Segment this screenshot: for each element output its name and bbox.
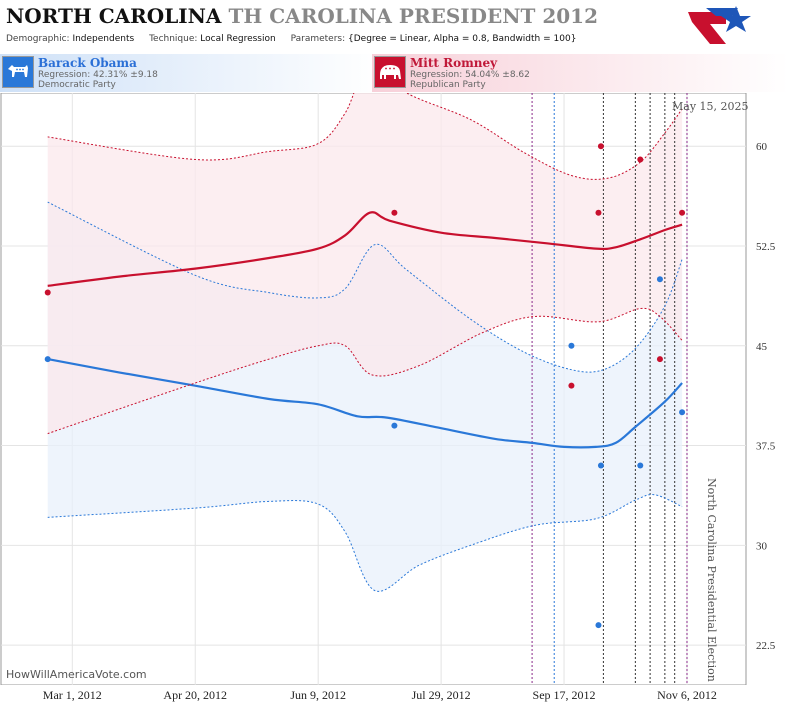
rep-poll-point[interactable]: [44, 289, 51, 296]
election-label: North Carolina Presidential Election: [705, 478, 718, 682]
rep-poll-point[interactable]: [595, 209, 602, 216]
plot-frame: [0, 93, 747, 685]
page-title: NORTH CAROLINA TH CAROLINA PRESIDENT 201…: [6, 4, 598, 28]
rep-poll-point[interactable]: [568, 382, 575, 389]
candidate-rep[interactable]: Mitt Romney Regression: 54.04% ±8.62 Rep…: [372, 54, 789, 92]
rep-party: Republican Party: [410, 80, 486, 90]
dem-poll-point[interactable]: [679, 409, 686, 416]
rep-confidence-band: [47, 93, 683, 434]
technique-value: Local Regression: [200, 34, 276, 44]
rep-trend-line: [47, 211, 683, 287]
rep-name: Mitt Romney: [410, 56, 498, 70]
site-logo[interactable]: [686, 2, 786, 50]
elephant-icon: [374, 56, 406, 88]
dem-name: Barack Obama: [38, 56, 137, 70]
candidate-dem[interactable]: Barack Obama Regression: 42.31% ±9.18 De…: [0, 54, 380, 92]
dem-trend-line: [47, 358, 683, 449]
parameters-value: {Degree = Linear, Alpha = 0.8, Bandwidth…: [348, 34, 577, 44]
y-tick-label: 22.5: [756, 640, 776, 652]
donkey-icon: [2, 56, 34, 88]
x-tick-label: Nov 6, 2012: [657, 688, 717, 702]
demographic-key: Demographic:: [6, 34, 70, 44]
dem-poll-point[interactable]: [391, 422, 398, 429]
dem-poll-point[interactable]: [595, 622, 602, 629]
rep-regression: Regression: 54.04% ±8.62: [410, 70, 530, 80]
rep-lower-bound: [47, 307, 683, 435]
technique-key: Technique:: [149, 34, 198, 44]
rep-poll-point[interactable]: [597, 143, 604, 150]
race-name: TH CAROLINA PRESIDENT 2012: [228, 4, 598, 28]
event-lines: [531, 93, 688, 685]
dem-poll-point[interactable]: [597, 462, 604, 469]
parameters-key: Parameters:: [290, 34, 346, 44]
x-tick-label: Sep 17, 2012: [532, 688, 596, 702]
rep-upper-bound: [47, 93, 683, 180]
dem-party: Democratic Party: [38, 80, 116, 90]
x-tick-label: Apr 20, 2012: [163, 688, 228, 702]
star-icon: [721, 6, 751, 32]
parameters-line: Demographic: Independents Technique: Loc…: [6, 34, 588, 44]
today-label: May 15, 2025: [672, 100, 749, 113]
y-tick-label: 60: [756, 141, 768, 153]
dem-poll-point[interactable]: [568, 342, 575, 349]
dem-poll-point[interactable]: [656, 276, 663, 283]
x-tick-label: Jun 9, 2012: [290, 688, 347, 702]
rep-poll-point[interactable]: [656, 356, 663, 363]
confidence-bands: [47, 93, 683, 592]
poll-points: [44, 143, 686, 629]
dem-poll-point[interactable]: [44, 356, 51, 363]
trend-lines: [47, 93, 683, 592]
logo-blue-mark: [706, 8, 738, 16]
poll-chart: 22.5 30 37.5 45 52.5 60: [0, 93, 776, 685]
rep-poll-point[interactable]: [391, 209, 398, 216]
y-tick-label: 37.5: [756, 441, 776, 453]
rep-poll-point[interactable]: [679, 209, 686, 216]
state-name: NORTH CAROLINA: [6, 4, 222, 28]
y-axis: 22.5 30 37.5 45 52.5 60: [756, 141, 776, 652]
dem-regression: Regression: 42.31% ±9.18: [38, 70, 158, 80]
candidate-legend: Barack Obama Regression: 42.31% ±9.18 De…: [0, 54, 789, 92]
y-tick-label: 45: [756, 341, 768, 353]
x-tick-label: Jul 29, 2012: [411, 688, 471, 702]
x-tick-label: Mar 1, 2012: [42, 688, 102, 702]
dem-lower-bound: [47, 494, 683, 592]
logo-red-mark: [688, 12, 726, 44]
y-tick-label: 52.5: [756, 241, 776, 253]
dem-poll-point[interactable]: [637, 462, 644, 469]
demographic-value: Independents: [72, 34, 135, 44]
watermark: HowWillAmericaVote.com: [6, 668, 147, 681]
rep-poll-point[interactable]: [637, 156, 644, 163]
y-tick-label: 30: [756, 540, 768, 552]
